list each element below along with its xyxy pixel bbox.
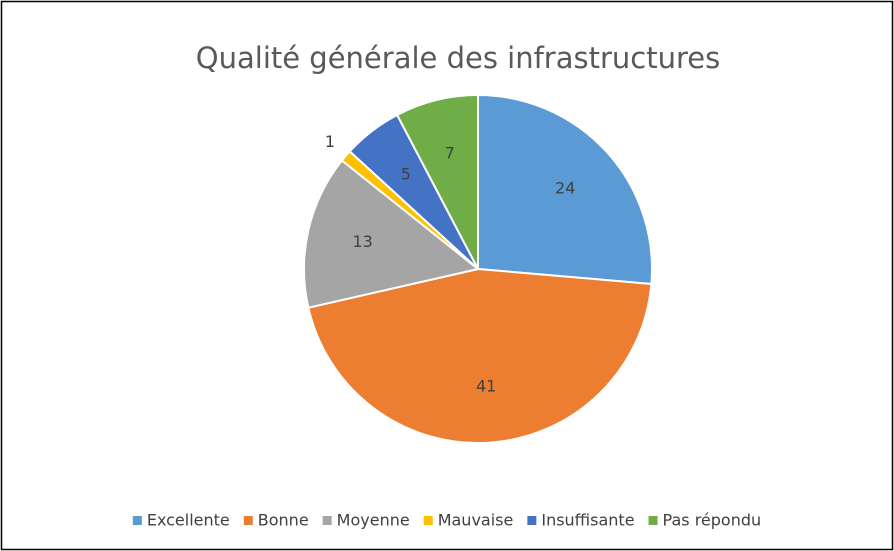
legend-label: Pas répondu [663,511,762,530]
legend-label: Excellente [147,511,230,530]
chart-title: Qualité générale des infrastructures [196,41,720,75]
pie-slice [303,159,481,309]
legend-label: Mauvaise [438,511,514,530]
data-label: 24 [555,179,575,198]
data-label: 1 [325,132,335,151]
data-label: 7 [445,144,455,163]
legend-label: Bonne [258,511,309,530]
legend-swatch [423,516,433,525]
data-label: 13 [352,232,372,251]
pie-slice [477,93,653,286]
legend-label: Insuffisante [541,511,634,530]
pie-slice [395,93,479,270]
legend-label: Moyenne [337,511,410,530]
data-label: 41 [476,377,496,396]
legend-swatch [243,516,253,525]
legend-swatch [132,516,142,525]
pie-slice [307,267,653,444]
legend-swatch [322,516,332,525]
legend-swatch [527,516,537,525]
legend-swatch [648,516,658,525]
data-label: 5 [401,165,411,184]
